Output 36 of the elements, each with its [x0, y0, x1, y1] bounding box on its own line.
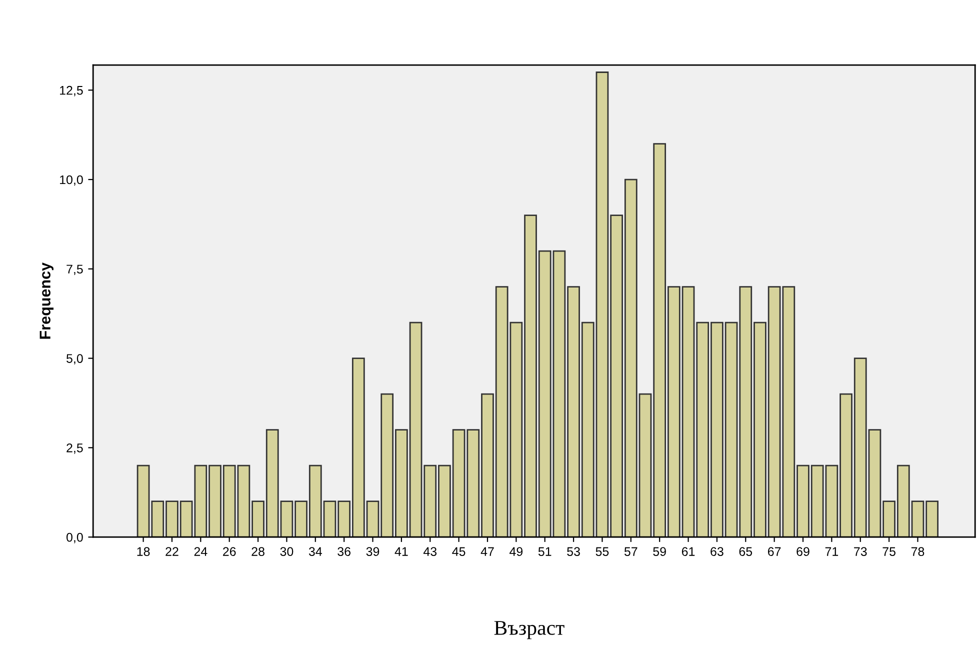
- x-tick-label: 30: [280, 547, 294, 556]
- x-tick-label: 65: [739, 547, 752, 556]
- x-tick-label: 55: [596, 547, 609, 556]
- x-tick-label: 24: [194, 547, 208, 556]
- x-tick-label: 59: [653, 547, 666, 556]
- x-axis-title: Възраст: [494, 621, 564, 640]
- x-tick-label: 41: [394, 547, 408, 556]
- x-tick-label: 43: [423, 547, 437, 556]
- y-tick-label: 0,0: [66, 532, 83, 544]
- x-tick-label: 67: [768, 547, 781, 556]
- x-tick-label: 49: [510, 547, 523, 556]
- x-tick-label: 28: [252, 547, 264, 556]
- x-tick-label: 53: [567, 547, 580, 556]
- x-tick-label: 34: [308, 547, 322, 556]
- x-tick-label: 69: [796, 547, 810, 556]
- x-tick-label: 45: [452, 547, 466, 556]
- y-axis-title: Frequency: [40, 262, 54, 339]
- y-tick-label: 5,0: [66, 354, 83, 364]
- y-tick-label: 10,0: [60, 175, 83, 186]
- x-tick-label: 51: [538, 547, 552, 556]
- x-tick-label: 73: [854, 547, 867, 556]
- y-tick-label: 7,5: [66, 264, 83, 276]
- x-tick-label: 18: [137, 547, 150, 556]
- x-tick-label: 22: [166, 547, 178, 556]
- x-tick-label: 36: [338, 547, 350, 556]
- x-tick-label: 75: [882, 547, 896, 556]
- x-tick-label: 61: [682, 547, 695, 556]
- x-tick-label: 71: [825, 547, 838, 556]
- x-tick-label: 47: [480, 547, 494, 556]
- y-tick-label: 12,5: [60, 86, 83, 96]
- x-tick-label: 26: [223, 547, 236, 556]
- x-tick-label: 57: [624, 547, 638, 556]
- x-tick-label: 39: [366, 547, 380, 556]
- y-tick-label: 2,5: [66, 443, 83, 454]
- x-tick-label: 63: [710, 547, 724, 556]
- x-tick-label: 78: [911, 547, 924, 556]
